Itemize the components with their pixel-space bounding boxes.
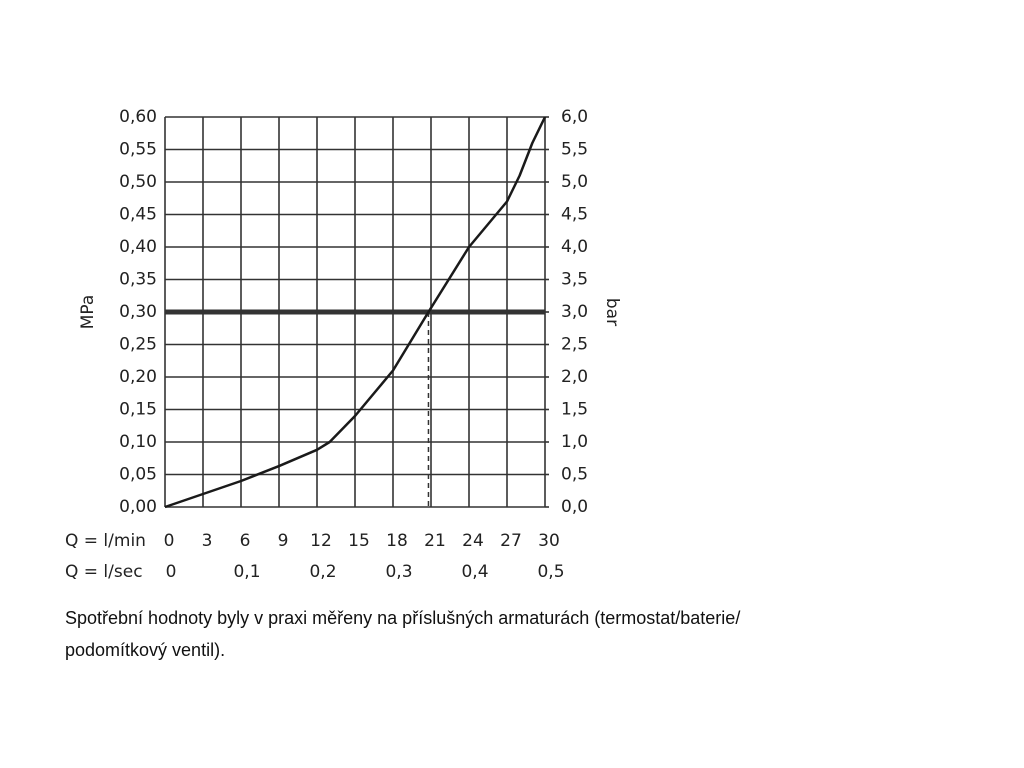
x-tick-label: 27 (500, 531, 522, 551)
y-tick-label: 0,15 (119, 400, 157, 420)
y2-tick-label: 0,5 (561, 465, 588, 485)
y2-tick-label: 0,0 (561, 497, 588, 517)
x-tick-label: 9 (278, 531, 289, 551)
y-tick-label: 0,60 (119, 107, 157, 127)
x2-row-label: Q = l/sec (65, 562, 143, 582)
x-tick-label: 21 (424, 531, 446, 551)
y2-tick-label: 4,0 (561, 237, 588, 257)
x2-tick-label: 0,4 (461, 562, 488, 582)
y-tick-label: 0,10 (119, 432, 157, 452)
x-tick-label: 3 (202, 531, 213, 551)
y-axis-label: MPa (78, 295, 98, 330)
x2-tick-label: 0 (166, 562, 177, 582)
x-tick-label: 18 (386, 531, 408, 551)
y-tick-label: 0,30 (119, 302, 157, 322)
x-row-label: Q = l/min (65, 531, 146, 551)
y2-tick-label: 1,0 (561, 432, 588, 452)
x-tick-label: 15 (348, 531, 370, 551)
x-tick-label: 12 (310, 531, 332, 551)
x-tick-label: 24 (462, 531, 484, 551)
data-line (164, 116, 547, 509)
caption: Spotřební hodnoty byly v praxi měřeny na… (65, 608, 740, 628)
y2-tick-label: 4,5 (561, 205, 588, 225)
y2-tick-label: 2,0 (561, 367, 588, 387)
x-tick-label: 6 (240, 531, 251, 551)
x2-tick-label: 0,2 (309, 562, 336, 582)
y-tick-label: 0,00 (119, 497, 157, 517)
caption: podomítkový ventil). (65, 640, 225, 660)
y2-tick-label: 1,5 (561, 400, 588, 420)
y2-axis-label: bar (602, 298, 622, 326)
x2-tick-label: 0,5 (537, 562, 564, 582)
y2-tick-label: 2,5 (561, 335, 588, 355)
y-tick-label: 0,40 (119, 237, 157, 257)
y-tick-label: 0,20 (119, 367, 157, 387)
y2-tick-label: 3,0 (561, 302, 588, 322)
y-tick-label: 0,50 (119, 172, 157, 192)
x2-tick-label: 0,1 (233, 562, 260, 582)
y-tick-label: 0,05 (119, 465, 157, 485)
x-tick-label: 0 (164, 531, 175, 551)
y-tick-label: 0,25 (119, 335, 157, 355)
y-tick-label: 0,45 (119, 205, 157, 225)
y2-tick-label: 3,5 (561, 270, 588, 290)
y2-tick-label: 5,0 (561, 172, 588, 192)
x2-tick-label: 0,3 (385, 562, 412, 582)
y-tick-label: 0,35 (119, 270, 157, 290)
x-tick-label: 30 (538, 531, 560, 551)
y2-tick-label: 5,5 (561, 140, 588, 160)
y-tick-label: 0,55 (119, 140, 157, 160)
y2-tick-label: 6,0 (561, 107, 588, 127)
